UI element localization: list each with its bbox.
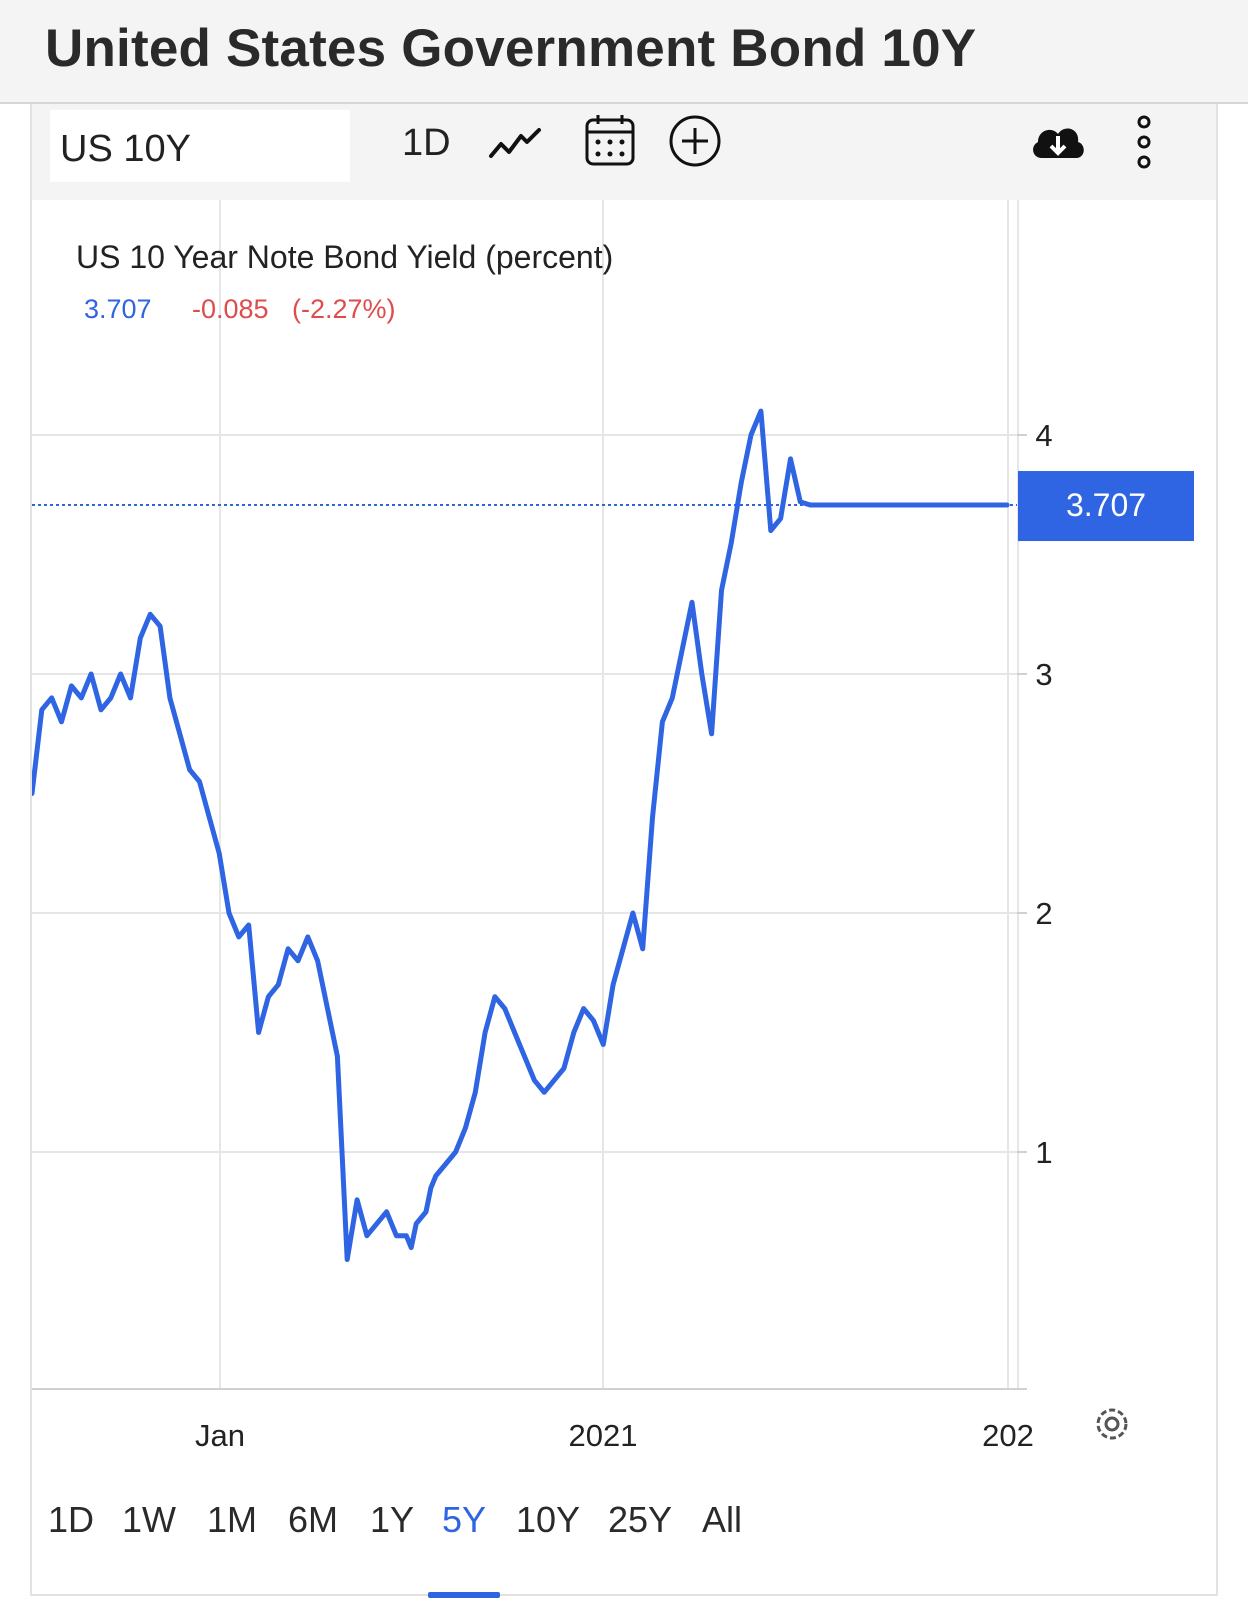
range-10y[interactable]: 10Y: [516, 1499, 581, 1540]
range-all[interactable]: All: [702, 1499, 743, 1540]
calendar-icon[interactable]: [584, 112, 636, 168]
y-tick-label-4: 4: [1035, 418, 1052, 453]
grid: [32, 200, 1027, 1390]
range-active-indicator: [428, 1592, 500, 1598]
legend-change: -0.085: [192, 294, 269, 324]
chart-panel: US 10Y 1D: [30, 104, 1218, 1598]
plus-circle-icon[interactable]: [668, 114, 722, 168]
interval-button[interactable]: 1D: [402, 122, 451, 164]
y-tick-label-2: 2: [1035, 896, 1052, 931]
series-layer: [32, 408, 1010, 1262]
range-6m[interactable]: 6M: [288, 1499, 339, 1540]
price-tag-text: 3.707: [1066, 487, 1146, 523]
range-selector: 1D 1W 1M 6M 1Y 5Y 10Y 25Y All: [32, 1499, 1216, 1569]
range-1d[interactable]: 1D: [48, 1499, 95, 1540]
range-1y[interactable]: 1Y: [370, 1499, 415, 1540]
x-tick-label-0: Jan: [195, 1418, 245, 1453]
legend-title: US 10 Year Note Bond Yield (percent): [76, 239, 613, 275]
cloud-download-icon[interactable]: [1028, 118, 1088, 164]
range-25y[interactable]: 25Y: [608, 1499, 673, 1540]
x-tick-label-2: 202: [982, 1418, 1034, 1453]
more-vertical-icon[interactable]: [1130, 112, 1158, 172]
chart-toolbar: US 10Y 1D: [32, 104, 1216, 200]
price-tag-bg: [1018, 471, 1194, 542]
symbol-text: US 10Y: [60, 128, 191, 170]
range-1w[interactable]: 1W: [122, 1499, 176, 1540]
y-tick-label-3: 3: [1035, 657, 1052, 692]
settings-gear-icon[interactable]: [1090, 1402, 1134, 1446]
x-tick-label-1: 2021: [569, 1418, 638, 1453]
legend-last-value: 3.707: [84, 294, 152, 324]
series-line-0: [32, 408, 1010, 1262]
axis-ticks: 1 2 3 4 Jan 2021 202: [195, 418, 1053, 1453]
page-header: United States Government Bond 10Y: [0, 0, 1248, 104]
range-1m[interactable]: 1M: [207, 1499, 258, 1540]
price-tag: 3.707: [1018, 471, 1194, 542]
bond-yield-chart: 1 2 3 4 Jan 2021 202 US 10 Year Note Bond Yiel…: [32, 200, 1194, 1453]
line-chart-icon[interactable]: [487, 122, 543, 166]
range-5y[interactable]: 5Y: [442, 1499, 487, 1540]
page-title: United States Government Bond 10Y: [45, 19, 977, 78]
y-tick-label-1: 1: [1035, 1135, 1052, 1170]
legend-change-pct: (-2.27%): [292, 294, 396, 324]
symbol-input[interactable]: US 10Y: [50, 110, 350, 182]
